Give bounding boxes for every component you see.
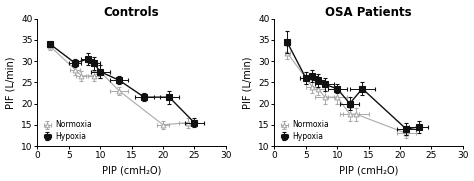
X-axis label: PIP (cmH₂O): PIP (cmH₂O) xyxy=(102,165,161,175)
Title: OSA Patients: OSA Patients xyxy=(325,6,412,19)
Legend: Normoxia, Hypoxia: Normoxia, Hypoxia xyxy=(41,119,93,142)
Title: Controls: Controls xyxy=(104,6,159,19)
Legend: Normoxia, Hypoxia: Normoxia, Hypoxia xyxy=(278,119,330,142)
Y-axis label: PIF (L/min): PIF (L/min) xyxy=(243,56,253,109)
Y-axis label: PIF (L/min): PIF (L/min) xyxy=(6,56,16,109)
X-axis label: PIP (cmH₂O): PIP (cmH₂O) xyxy=(339,165,398,175)
